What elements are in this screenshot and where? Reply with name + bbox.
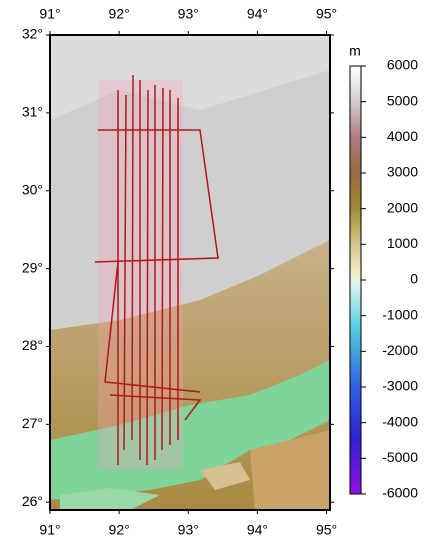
- colorbar-unit: m: [349, 43, 361, 59]
- colorbar-tick-label: -4000: [382, 413, 418, 429]
- x-tick-label: 91°: [39, 6, 60, 22]
- flight-tracks: [94, 74, 219, 466]
- colorbar: [349, 65, 362, 495]
- y-tick-label: 32°: [22, 26, 43, 42]
- colorbar-tick-label: 1000: [387, 235, 418, 251]
- x-tick-label: 92°: [109, 6, 130, 22]
- colorbar-tick-label: 3000: [387, 164, 418, 180]
- x-tick-label: 93°: [178, 522, 199, 538]
- terrain: [50, 35, 330, 510]
- x-tick-label: 93°: [178, 6, 199, 22]
- colorbar-tick-label: -5000: [382, 449, 418, 465]
- y-tick-label: 29°: [22, 259, 43, 275]
- y-tick-label: 31°: [22, 104, 43, 120]
- colorbar-tick-label: 6000: [387, 57, 418, 73]
- x-tick-label: 91°: [39, 522, 60, 538]
- colorbar-tick-label: 5000: [387, 92, 418, 108]
- x-tick-label: 94°: [247, 6, 268, 22]
- x-tick-label: 95°: [316, 6, 337, 22]
- y-tick-label: 26°: [22, 493, 43, 509]
- x-tick-label: 92°: [109, 522, 130, 538]
- y-tick-label: 28°: [22, 337, 43, 353]
- colorbar-tick-label: -1000: [382, 306, 418, 322]
- colorbar-tick-label: -6000: [382, 485, 418, 501]
- colorbar-tick-label: 2000: [387, 199, 418, 215]
- colorbar-tick-label: 0: [410, 271, 418, 287]
- colorbar-tick-label: 4000: [387, 128, 418, 144]
- y-tick-label: 30°: [22, 181, 43, 197]
- y-tick-label: 27°: [22, 415, 43, 431]
- colorbar-tick-label: -3000: [382, 378, 418, 394]
- x-tick-label: 95°: [316, 522, 337, 538]
- colorbar-tick-label: -2000: [382, 342, 418, 358]
- x-tick-label: 94°: [247, 522, 268, 538]
- map-frame: [49, 34, 331, 511]
